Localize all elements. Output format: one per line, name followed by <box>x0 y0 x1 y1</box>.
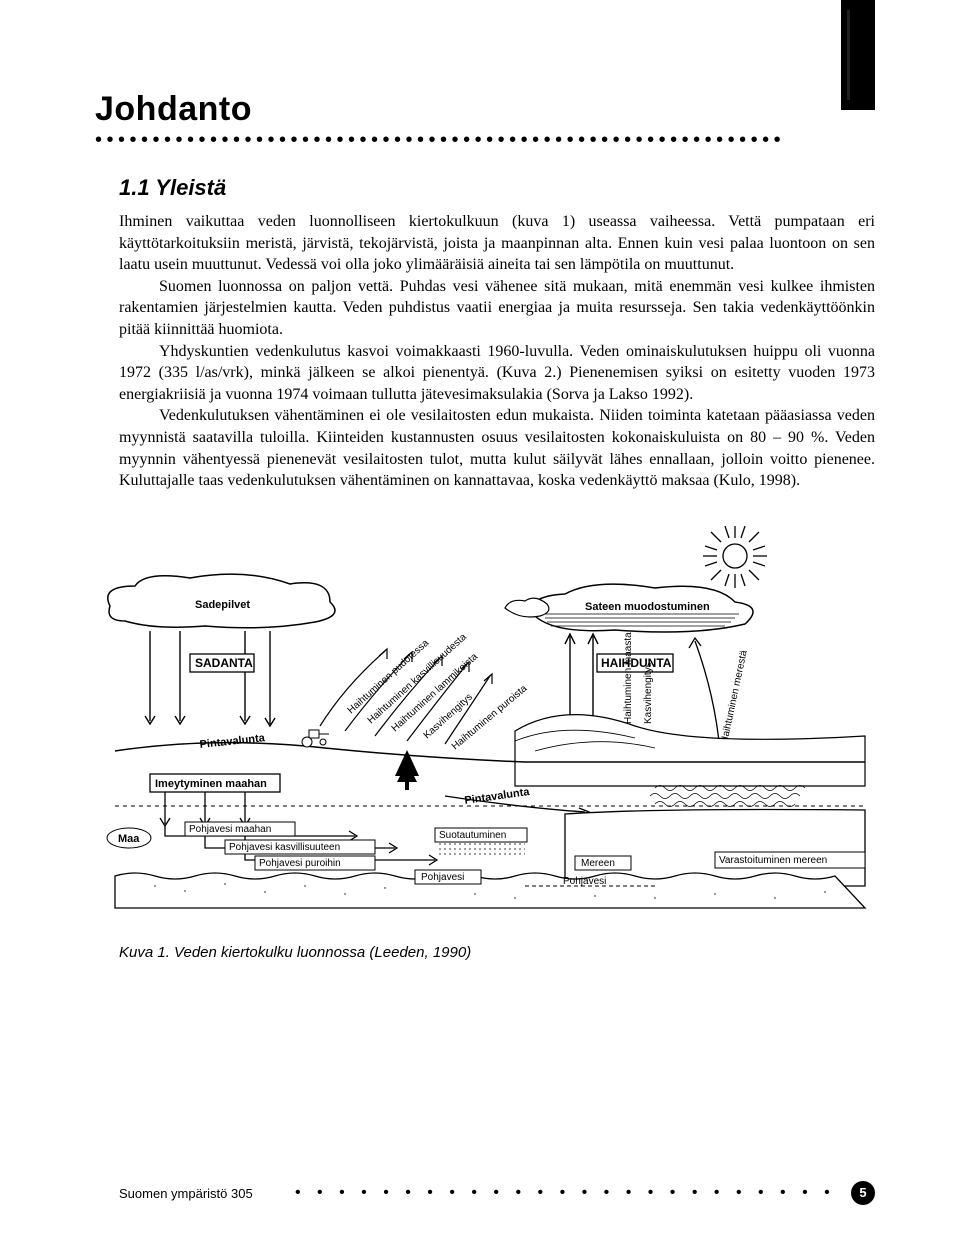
label-sadanta-box: SADANTA <box>190 654 254 672</box>
section-heading: 1.1 Yleistä <box>119 175 875 201</box>
paragraph: Yhdyskuntien vedenkulutus kasvoi voimakk… <box>119 341 875 406</box>
label-haihdunta: HAIHDUNTA <box>601 656 672 670</box>
page-number-badge: 5 <box>851 1181 875 1205</box>
chapter-tab-marker <box>841 0 875 110</box>
label-kasvihengitys-2: Kasvihengitys <box>643 662 654 724</box>
label-maa: Maa <box>118 833 140 845</box>
label-sateen-muodostuminen: Sateen muodostuminen <box>585 601 710 613</box>
label-pohjavesi-kasv: Pohjavesi kasvillisuuteen <box>229 842 340 853</box>
small-cloud <box>505 598 549 617</box>
sun-icon <box>703 526 767 588</box>
label-imeytyminen: Imeytyminen maahan <box>155 778 267 790</box>
page-title: Johdanto <box>95 90 875 129</box>
paragraph: Ihminen vaikuttaa veden luonnolliseen ki… <box>119 211 875 276</box>
paragraph: Vedenkulutuksen vähentäminen ei ole vesi… <box>119 405 875 491</box>
sea: Mereen Varastoituminen mereen <box>565 785 865 886</box>
evap-arrows <box>565 634 598 721</box>
page-footer: Suomen ympäristö 305 • • • • • • • • • •… <box>95 1179 875 1203</box>
water-cycle-svg: Sadepilvet Sateen muodostuminen <box>95 526 875 916</box>
dot-rule: ••••••••••••••••••••••••••••••••••••••••… <box>95 135 875 149</box>
label-varastoituminen: Varastoituminen mereen <box>719 855 827 866</box>
percolation: Suotautuminen <box>435 828 527 854</box>
body-text: Ihminen vaikuttaa veden luonnolliseen ki… <box>119 211 875 492</box>
figure-water-cycle: Sadepilvet Sateen muodostuminen <box>95 526 875 916</box>
label-maa-box: Maa <box>107 828 151 848</box>
figure-caption: Kuva 1. Veden kiertokulku luonnossa (Lee… <box>119 944 875 961</box>
footer-dot-rule: • • • • • • • • • • • • • • • • • • • • … <box>295 1189 835 1199</box>
label-pohjavesi-maahan: Pohjavesi maahan <box>189 824 271 835</box>
label-mereen: Mereen <box>581 858 615 869</box>
paragraph: Suomen luonnossa on paljon vettä. Puhdas… <box>119 276 875 341</box>
gw-boxes: Pohjavesi maahan Pohjavesi kasvillisuute… <box>185 822 375 870</box>
evap-from-sea-arrow <box>689 638 720 751</box>
label-pintavalunta-1: Pintavalunta <box>199 732 266 751</box>
label-haiht-meresta: Haihtuminen merestä <box>719 649 750 745</box>
label-pohjavesi-2: Pohjavesi <box>563 876 606 887</box>
label-haiht-maasta: Haihtuminen maasta <box>623 632 634 724</box>
label-sadanta: SADANTA <box>195 656 253 670</box>
cloud-right: Sateen muodostuminen <box>533 584 753 632</box>
series-label: Suomen ympäristö 305 <box>119 1186 253 1201</box>
label-haihdunta-box: HAIHDUNTA <box>597 654 673 672</box>
rain-arrows-left <box>145 631 275 726</box>
cloud-left: Sadepilvet <box>108 574 335 628</box>
label-pohjavesi: Pohjavesi <box>421 872 464 883</box>
label-suotautuminen: Suotautuminen <box>439 830 506 841</box>
page: Johdanto •••••••••••••••••••••••••••••••… <box>0 0 960 1243</box>
label-pohjavesi-puroihin: Pohjavesi puroihin <box>259 858 341 869</box>
label-sadepilvet: Sadepilvet <box>195 599 250 611</box>
